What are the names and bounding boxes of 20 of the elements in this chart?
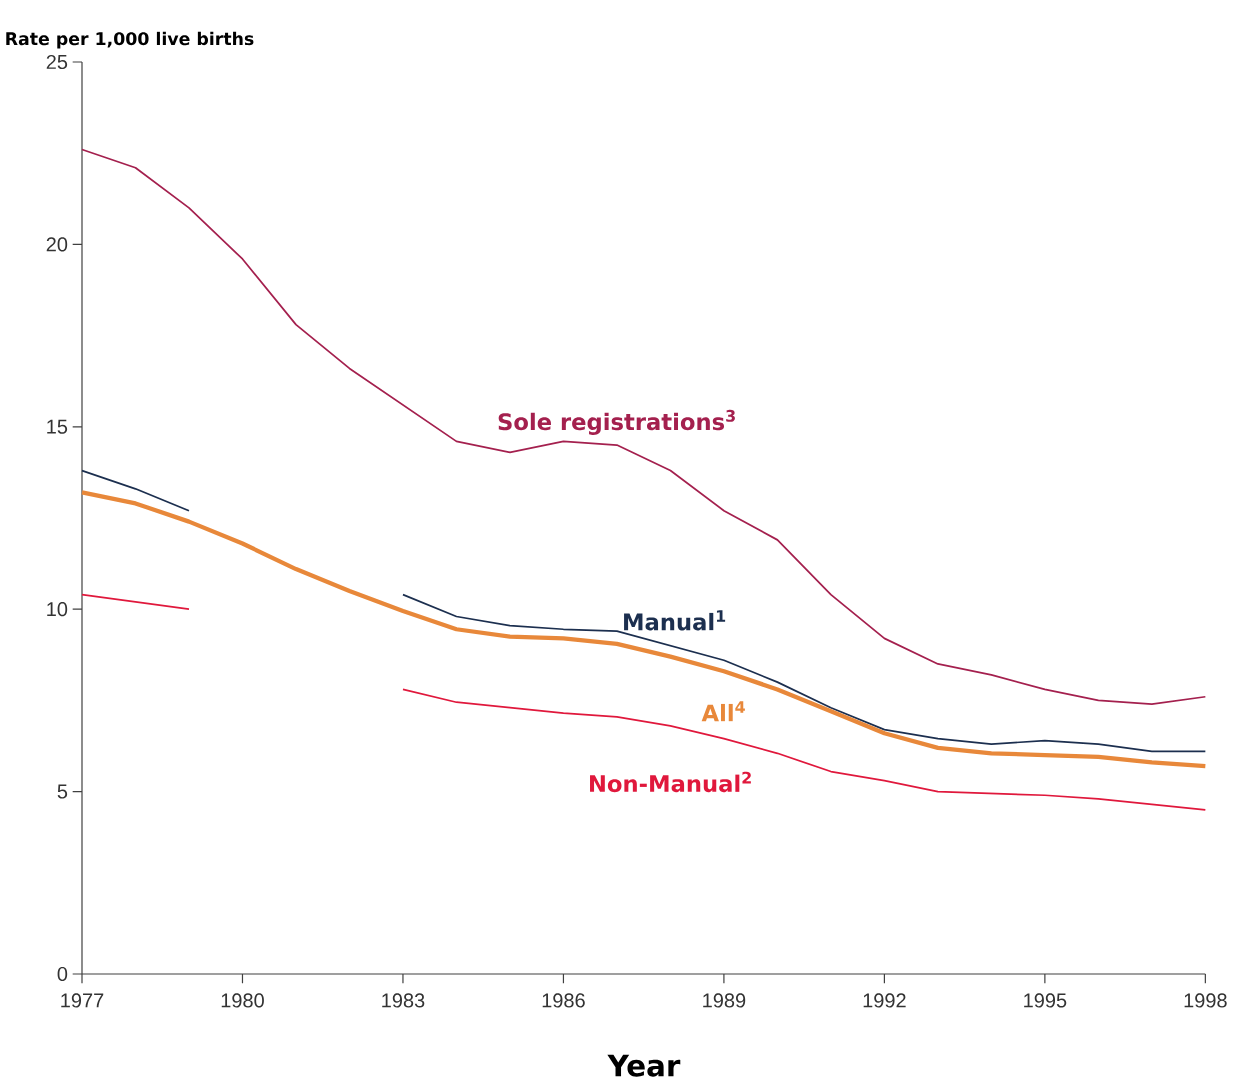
x-tick-label: 1992 [863,993,906,1008]
y-tick-label: 10 [47,602,68,617]
series-label: Non-Manual$^{2}$ [590,771,751,793]
x-tick-label: 1998 [1184,993,1227,1008]
x-tick-label: 1980 [221,993,264,1008]
series-label: Sole registrations$^{3}$ [498,409,735,435]
series-label: Manual$^{1}$ [624,610,726,631]
series-label: All$^{4}$ [701,701,745,722]
x-axis-title: Year [607,1054,681,1077]
x-tick-label: 1989 [703,993,746,1008]
y-tick-label: 5 [57,784,68,799]
x-tick-label: 1986 [542,993,585,1008]
y-tick-label: 0 [57,966,68,982]
x-tick-label: 1977 [61,993,104,1008]
x-tick-label: 1983 [382,993,425,1008]
y-axis-title: Rate per 1,000 live births [6,31,254,49]
x-tick-label: 1995 [1024,993,1067,1008]
y-tick-label: 20 [46,237,68,252]
y-tick-label: 15 [47,419,68,434]
y-tick-label: 25 [46,54,68,70]
